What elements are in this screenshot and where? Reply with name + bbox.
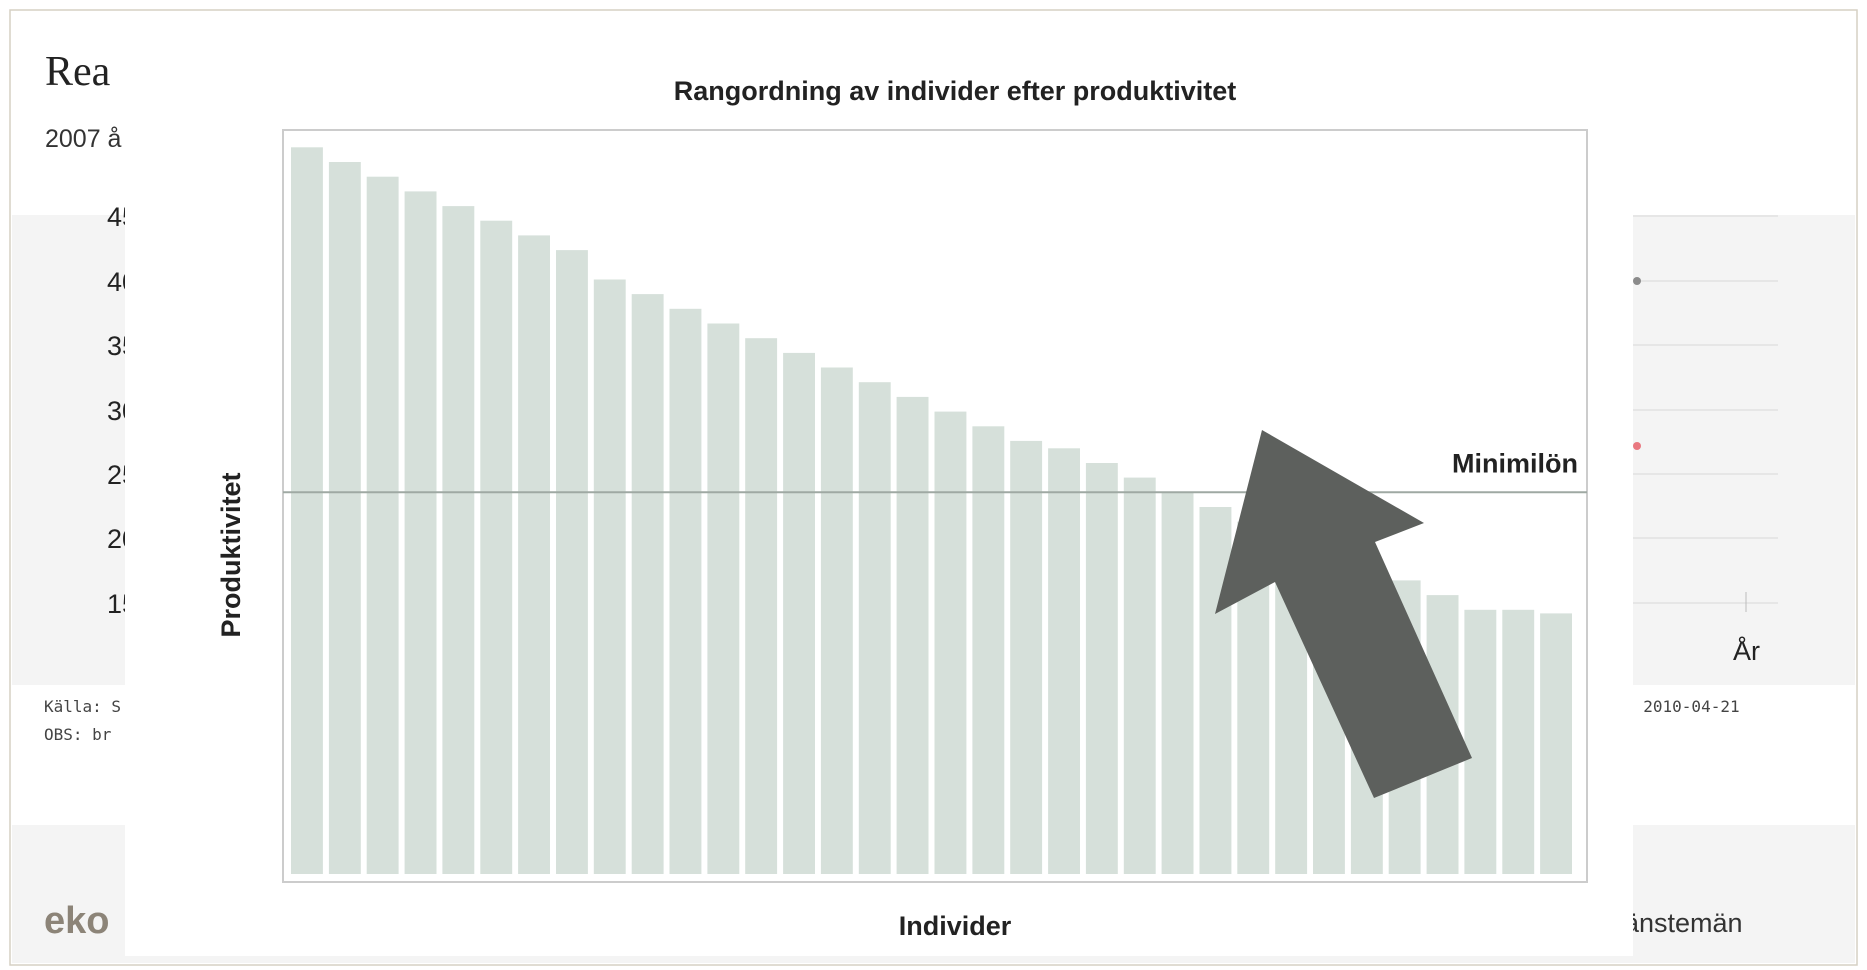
background-date: : 2010-04-21 — [1624, 697, 1740, 716]
bar — [972, 426, 1005, 874]
bar — [518, 235, 550, 874]
bar — [858, 382, 891, 874]
background-footer-right: änstemän — [1624, 908, 1743, 938]
background-x-axis-label: År — [1733, 635, 1760, 666]
bar — [366, 176, 399, 874]
bar — [442, 206, 475, 875]
background-note: OBS: br — [44, 725, 112, 744]
bar — [707, 323, 740, 874]
bar — [669, 308, 702, 874]
background-source: Källa: S — [44, 697, 121, 716]
background-title: Rea — [45, 49, 111, 95]
minimum-wage-label: Minimilön — [1452, 448, 1578, 478]
bar — [820, 367, 853, 874]
background-footer-logo: eko — [44, 900, 109, 942]
bar — [1085, 463, 1118, 874]
bar — [1010, 440, 1043, 874]
bar — [783, 352, 815, 874]
bar — [291, 147, 323, 875]
bar — [1502, 609, 1535, 874]
background-gridlines — [1633, 215, 1778, 604]
chart-title: Rangordning av individer efter produktiv… — [674, 76, 1237, 106]
background-subtitle: 2007 å — [45, 125, 122, 153]
background-marker-red — [1633, 442, 1641, 450]
x-axis-label: Individer — [899, 911, 1012, 941]
bar — [404, 191, 437, 874]
bar — [1123, 477, 1156, 874]
bar — [328, 162, 361, 874]
background-marker-grey — [1633, 277, 1641, 285]
bar-series — [291, 147, 1572, 875]
bar — [1540, 613, 1572, 874]
bar — [556, 250, 588, 875]
bar — [934, 411, 967, 874]
y-axis-label: Produktivitet — [216, 472, 246, 637]
bar — [631, 294, 664, 875]
bar — [1199, 507, 1232, 874]
bar — [1048, 448, 1080, 874]
bar — [1161, 492, 1194, 874]
bar — [480, 220, 513, 874]
bar — [593, 279, 626, 874]
bar — [1464, 609, 1497, 874]
arrow-annotation-icon — [1215, 430, 1472, 798]
bar — [896, 396, 929, 874]
bar — [745, 338, 778, 874]
